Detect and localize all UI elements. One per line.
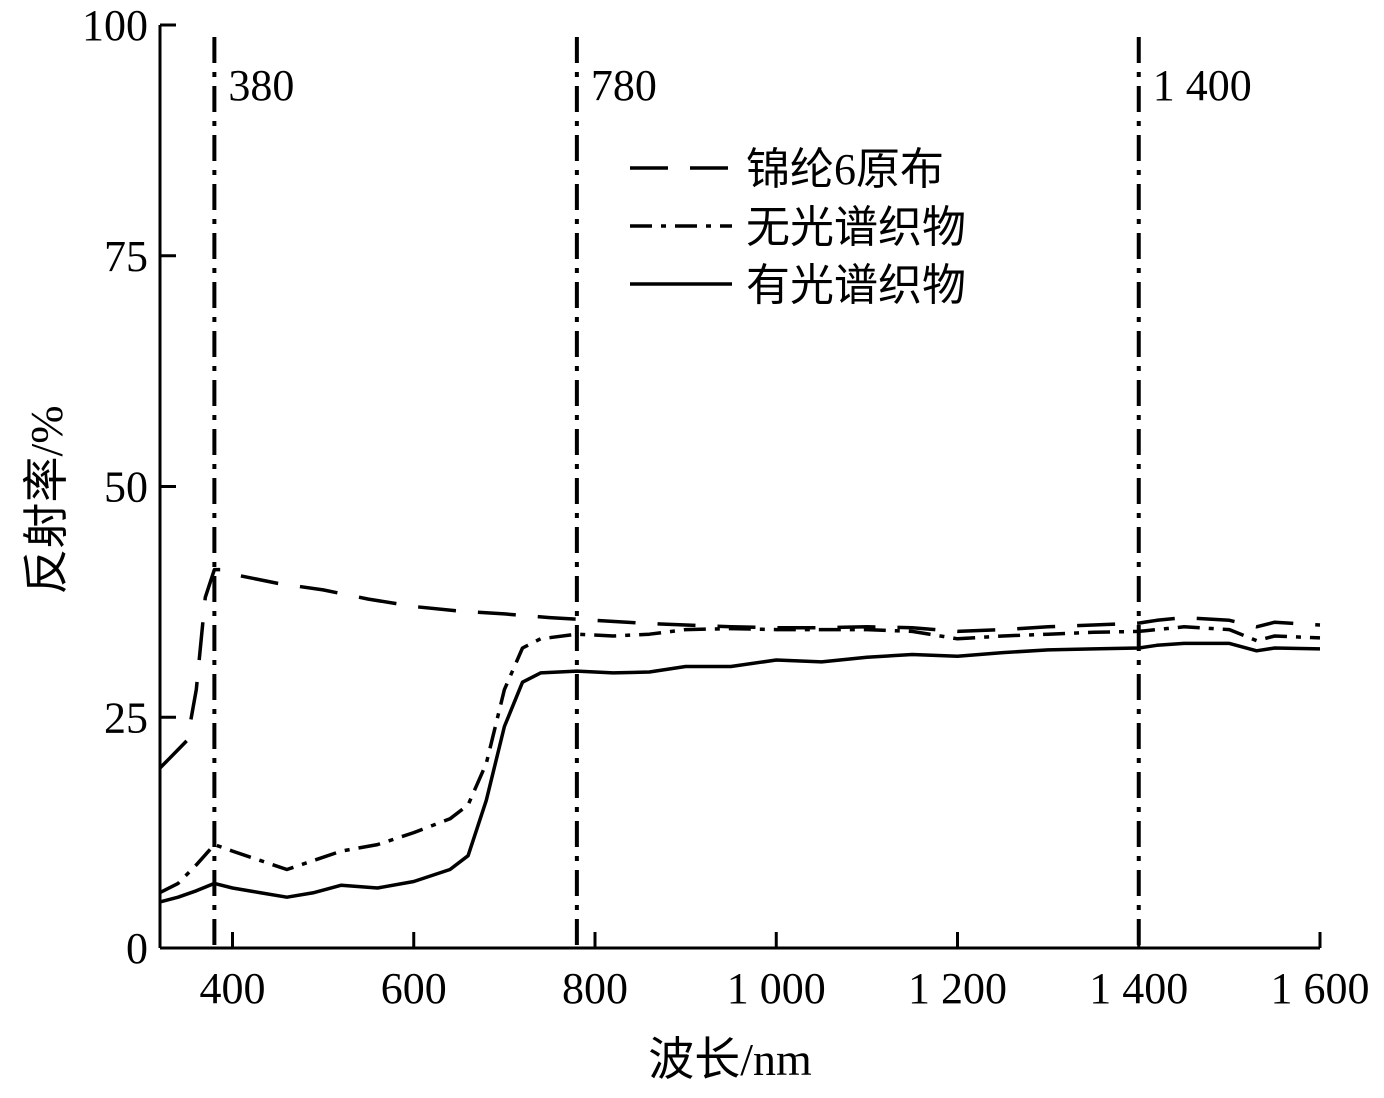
x-tick-label-600: 600	[381, 964, 447, 1013]
reference-label-780: 780	[591, 61, 657, 110]
x-tick-label-800: 800	[562, 964, 628, 1013]
reference-lines: 380 780 1 400	[212, 37, 1252, 948]
legend-label-3: 有光谱织物	[746, 261, 966, 310]
series-line-2	[159, 625, 1321, 895]
y-tick-label-50: 50	[104, 463, 148, 512]
x-tick-label-1600: 1 600	[1271, 964, 1370, 1013]
y-tick-label-100: 100	[82, 1, 148, 50]
series-lines	[158, 567, 1321, 904]
legend-label-2: 无光谱织物	[746, 203, 966, 252]
axes: 400 600 800 1 000 1 200 1 400 1 600 0 25 50 75 100	[82, 1, 1370, 1013]
reference-label-380: 380	[228, 61, 294, 110]
series-line-1	[158, 567, 1321, 770]
x-axis-title: 波长/nm	[648, 1034, 812, 1085]
reference-label-1400: 1 400	[1153, 61, 1252, 110]
y-tick-label-25: 25	[104, 693, 148, 742]
y-tick-label-0: 0	[126, 924, 148, 973]
y-axis-title: 反射率/%	[21, 405, 72, 594]
series-line-3	[159, 641, 1321, 904]
x-tick-label-1200: 1 200	[908, 964, 1007, 1013]
legend-label-1: 锦纶6原布	[746, 145, 944, 194]
x-tick-label-1000: 1 000	[727, 964, 826, 1013]
x-tick-label-400: 400	[200, 964, 266, 1013]
y-tick-label-75: 75	[104, 232, 148, 281]
x-tick-label-1400: 1 400	[1089, 964, 1188, 1013]
